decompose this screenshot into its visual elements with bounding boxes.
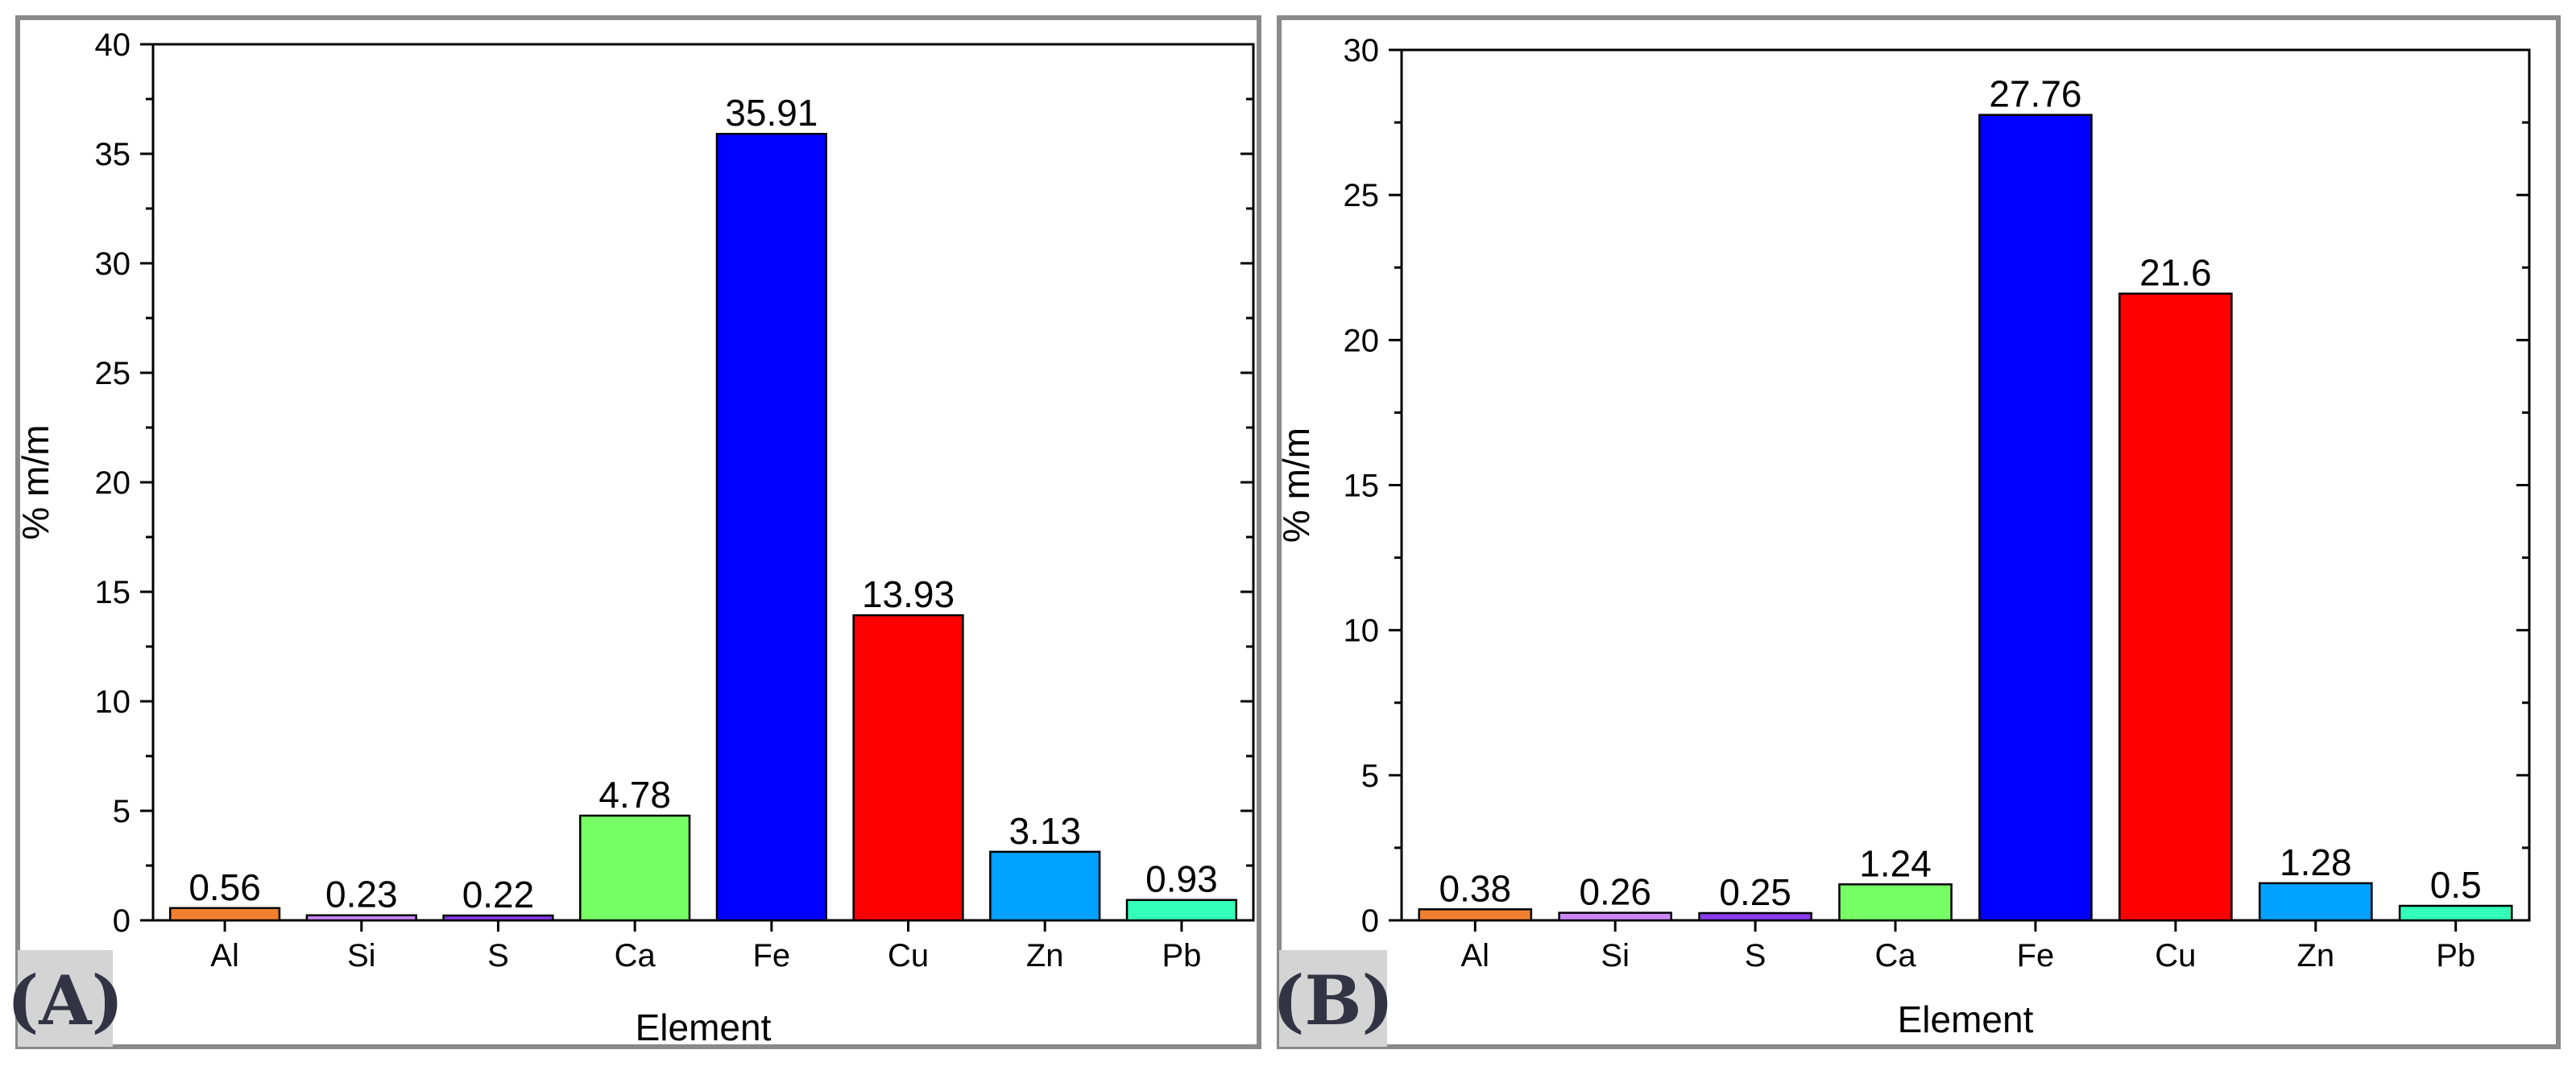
- bar-value-label: 0.5: [2430, 864, 2482, 906]
- y-tick-label: 10: [95, 684, 131, 720]
- bar-value-label: 0.23: [325, 874, 398, 915]
- x-tick-label: Pb: [1162, 938, 1201, 973]
- y-tick-label: 35: [95, 137, 131, 172]
- y-tick-label: 0: [113, 903, 130, 939]
- bar-value-label: 1.28: [2280, 841, 2352, 883]
- y-tick-label: 15: [95, 575, 131, 610]
- bar-s: [442, 914, 554, 922]
- x-tick-label: S: [1745, 938, 1766, 973]
- bar-value-label: 3.13: [1008, 810, 1081, 852]
- x-tick-label: Pb: [2436, 938, 2475, 973]
- bar-cu: [2118, 292, 2233, 922]
- bar-fe: [715, 132, 827, 922]
- bar-zn: [989, 850, 1101, 922]
- x-tick-label: Zn: [1026, 938, 1064, 973]
- bar-si: [305, 914, 417, 922]
- bar-value-label: 13.93: [862, 573, 955, 615]
- bar-value-label: 21.6: [2139, 252, 2212, 294]
- x-tick-label: Fe: [753, 938, 791, 973]
- x-tick-label: Cu: [2155, 938, 2196, 973]
- bar-zn: [2258, 882, 2373, 922]
- x-tick-label: Al: [1461, 938, 1490, 973]
- y-tick-label: 10: [1344, 614, 1380, 649]
- y-tick-label: 0: [1361, 903, 1379, 939]
- x-tick-label: Al: [210, 938, 239, 973]
- panel-letter-box: [18, 950, 113, 1047]
- x-axis-title: Element: [1898, 998, 2034, 1040]
- bar-value-label: 4.78: [598, 774, 671, 816]
- y-tick-label: 30: [95, 246, 131, 282]
- y-tick-label: 40: [95, 27, 131, 63]
- bar-value-label: 1.24: [1859, 842, 1932, 884]
- panel-letter: (B): [1273, 961, 1394, 1040]
- bar-cu: [852, 614, 964, 922]
- y-axis-title: % m/m: [14, 424, 56, 539]
- x-tick-label: Si: [1601, 938, 1630, 973]
- bar-pb: [2398, 904, 2513, 922]
- bar-pb: [1125, 899, 1238, 922]
- x-tick-label: Ca: [615, 938, 656, 973]
- y-tick-label: 5: [1361, 758, 1379, 794]
- bar-value-label: 0.25: [1719, 871, 1791, 913]
- x-tick-label: Fe: [2017, 938, 2055, 973]
- bar-si: [1558, 911, 1673, 922]
- y-tick-label: 25: [95, 356, 131, 391]
- bar-value-label: 0.38: [1439, 867, 1512, 909]
- bar-value-label: 0.56: [188, 866, 261, 908]
- bar-al: [1418, 908, 1533, 922]
- y-axis-title: % m/m: [1275, 428, 1317, 543]
- bar-value-label: 27.76: [1989, 73, 2081, 115]
- y-tick-label: 25: [1344, 178, 1380, 213]
- bar-ca: [1838, 883, 1953, 922]
- chart-panel-a: 0 5 10 15 20 25 30 35 40 Al 0.56 Si 0.23 S 0.22 Ca 4.78 F…: [7, 15, 1261, 1049]
- bar-value-label: 0.26: [1579, 871, 1651, 913]
- panel-letter: (A): [7, 961, 124, 1040]
- bar-value-label: 0.22: [462, 874, 535, 915]
- bar-value-label: 35.91: [725, 92, 818, 134]
- x-tick-label: Ca: [1874, 938, 1916, 973]
- y-tick-label: 15: [1344, 469, 1380, 504]
- bar-fe: [1978, 114, 2093, 922]
- bar-ca: [579, 814, 691, 922]
- bar-s: [1698, 911, 1812, 922]
- x-tick-label: Si: [347, 938, 376, 973]
- plot-area: [1400, 48, 2531, 922]
- y-tick-label: 30: [1344, 33, 1380, 68]
- chart-panel-b: 0 5 10 15 20 25 30 Al 0.38 Si 0.26 S 0.25 Ca 1.24 Fe 27.…: [1273, 15, 2561, 1049]
- x-tick-label: S: [487, 938, 509, 973]
- panel-frame: [1277, 15, 2561, 1049]
- y-tick-label: 20: [95, 465, 131, 501]
- x-tick-label: Zn: [2296, 938, 2334, 973]
- y-tick-label: 5: [113, 794, 130, 829]
- bar-al: [168, 907, 281, 922]
- panel-frame: [15, 15, 1261, 1049]
- plot-area: [151, 43, 1255, 922]
- x-tick-label: Cu: [888, 938, 929, 973]
- y-tick-label: 20: [1344, 323, 1380, 358]
- x-axis-title: Element: [636, 1006, 772, 1048]
- bar-value-label: 0.93: [1145, 858, 1218, 900]
- panel-letter-box: [1279, 950, 1387, 1047]
